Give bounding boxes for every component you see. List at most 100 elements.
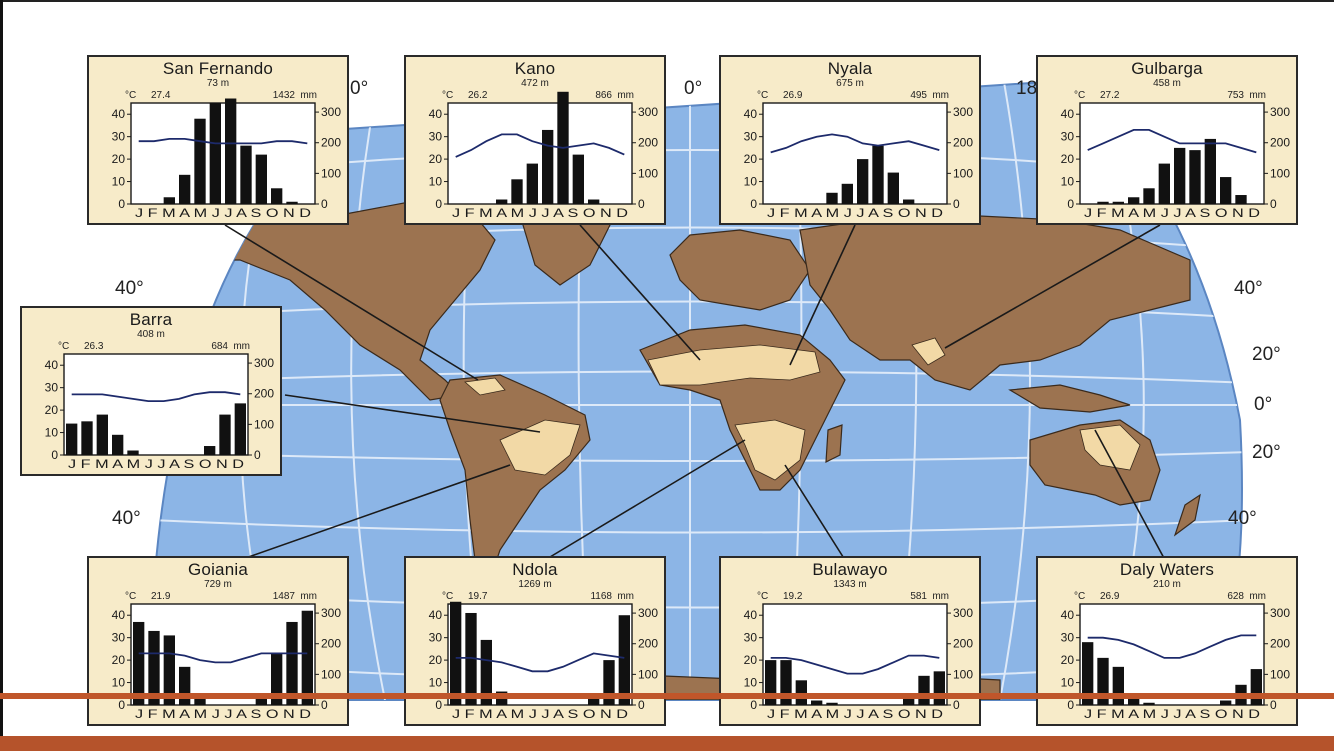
annual-precipitation: 866 bbox=[595, 90, 612, 101]
savanna-india bbox=[911, 337, 946, 366]
mean-annual-temperature: 21.9 bbox=[151, 591, 171, 602]
climate-summary-row: °C 26.2 866 mm bbox=[442, 90, 634, 102]
precip-tick-label: 300 bbox=[638, 606, 658, 620]
station-elevation: 729 m bbox=[204, 579, 232, 590]
climate-chart-bulawayo: Bulawayo 1343 m °C 19.2 581 mm 40 30 20 10 0 300 200… bbox=[719, 556, 981, 726]
temp-tick-label: 40 bbox=[429, 107, 443, 121]
temp-tick-label: 0 bbox=[750, 197, 757, 211]
precip-bar bbox=[465, 612, 477, 705]
climate-chart-kano: Kano 472 m °C 26.2 866 mm 40 30 20 10 0 300 200 100 0 J… bbox=[404, 55, 666, 225]
temp-tick-label: 20 bbox=[112, 152, 126, 166]
temp-tick-label: 10 bbox=[744, 676, 758, 690]
precip-tick-label: 0 bbox=[254, 448, 261, 462]
temp-tick-label: 40 bbox=[744, 608, 758, 622]
precip-tick-label: 300 bbox=[1270, 606, 1290, 620]
station-name: Kano bbox=[514, 59, 556, 78]
precip-bar bbox=[209, 103, 221, 204]
precip-tick-label: 200 bbox=[953, 136, 973, 150]
mean-annual-temperature: 26.9 bbox=[783, 90, 803, 101]
mean-annual-temperature: 27.2 bbox=[1100, 90, 1120, 101]
precip-tick-label: 0 bbox=[1270, 197, 1277, 211]
temp-tick-label: 20 bbox=[744, 653, 758, 667]
precip-tick-label: 300 bbox=[638, 105, 658, 119]
temp-tick-label: 40 bbox=[744, 107, 758, 121]
precip-bar bbox=[780, 660, 792, 705]
precip-bar bbox=[918, 675, 930, 705]
station-elevation: 675 m bbox=[836, 78, 864, 89]
frame-left-edge bbox=[0, 0, 3, 751]
annual-precipitation: 581 bbox=[910, 591, 927, 602]
slide-footer-bar bbox=[0, 736, 1334, 751]
precip-tick-label: 0 bbox=[321, 698, 328, 712]
precip-tick-label: 300 bbox=[321, 606, 341, 620]
station-elevation: 210 m bbox=[1153, 579, 1181, 590]
precip-bar bbox=[1189, 150, 1201, 204]
temp-unit-label: °C bbox=[757, 90, 769, 101]
savanna-regions bbox=[464, 337, 1141, 481]
precip-unit-label: mm bbox=[300, 90, 317, 101]
temp-tick-label: 20 bbox=[429, 653, 443, 667]
leader-bulawayo bbox=[784, 464, 846, 561]
temp-tick-label: 10 bbox=[112, 676, 126, 690]
station-name: Ndola bbox=[512, 560, 558, 579]
precip-tick-label: 100 bbox=[1270, 667, 1290, 681]
station-elevation: 1269 m bbox=[518, 579, 552, 590]
precip-bar bbox=[903, 698, 915, 705]
climate-summary-row: °C 26.9 495 mm bbox=[757, 90, 949, 102]
leader-goiania bbox=[239, 464, 511, 561]
savanna-west-africa bbox=[647, 344, 821, 386]
station-elevation: 408 m bbox=[137, 329, 165, 340]
temp-tick-label: 20 bbox=[744, 152, 758, 166]
temp-tick-label: 20 bbox=[45, 403, 59, 417]
precip-bar bbox=[179, 666, 191, 705]
temperature-curve bbox=[71, 391, 241, 402]
precip-bar bbox=[225, 98, 237, 204]
precip-bar bbox=[1174, 147, 1186, 204]
slide-accent-line bbox=[0, 693, 1334, 699]
climate-chart-gulbarga: Gulbarga 458 m °C 27.2 753 mm 40 30 20 10 0 300 200 1… bbox=[1036, 55, 1298, 225]
plot-area bbox=[1079, 102, 1265, 205]
station-name: Goiania bbox=[188, 560, 248, 579]
precip-tick-label: 300 bbox=[254, 356, 274, 370]
temp-tick-label: 30 bbox=[744, 130, 758, 144]
precip-bar bbox=[255, 693, 267, 705]
annual-precipitation: 1168 bbox=[590, 591, 612, 602]
temp-unit-label: °C bbox=[1074, 591, 1086, 602]
precip-tick-label: 0 bbox=[1270, 698, 1277, 712]
leader-nyala bbox=[789, 224, 856, 366]
temp-tick-label: 40 bbox=[1061, 608, 1075, 622]
station-name: Bulawayo bbox=[812, 560, 888, 579]
precip-bar bbox=[271, 188, 283, 204]
precip-bar bbox=[618, 615, 630, 705]
temperature-curve bbox=[138, 138, 308, 145]
leader-ndola bbox=[544, 439, 746, 561]
savanna-brazil bbox=[499, 419, 581, 476]
temp-tick-label: 30 bbox=[429, 631, 443, 645]
precip-bar bbox=[1220, 177, 1232, 204]
plot-area bbox=[63, 353, 249, 456]
precip-bar bbox=[1097, 657, 1109, 705]
station-elevation: 458 m bbox=[1153, 78, 1181, 89]
precip-bar bbox=[66, 423, 78, 455]
precip-bar bbox=[301, 610, 313, 705]
precip-bar bbox=[255, 154, 267, 204]
precip-bar bbox=[588, 199, 600, 204]
temp-tick-label: 20 bbox=[1061, 152, 1075, 166]
new-zealand bbox=[1173, 493, 1201, 537]
precip-bar bbox=[286, 201, 298, 204]
temp-tick-label: 0 bbox=[118, 197, 125, 211]
temp-tick-label: 0 bbox=[118, 698, 125, 712]
mean-annual-temperature: 26.2 bbox=[468, 90, 488, 101]
precip-tick-label: 0 bbox=[638, 698, 645, 712]
precip-bar bbox=[163, 635, 175, 705]
precip-unit-label: mm bbox=[932, 90, 949, 101]
precip-tick-label: 100 bbox=[1270, 166, 1290, 180]
precip-bar bbox=[511, 179, 523, 204]
precip-tick-label: 200 bbox=[638, 637, 658, 651]
annual-precipitation: 753 bbox=[1227, 90, 1244, 101]
savanna-australia bbox=[1079, 424, 1141, 471]
climate-summary-row: °C 19.2 581 mm bbox=[757, 591, 949, 603]
month-axis-labels: J F M A M J J A S O N D bbox=[135, 709, 311, 721]
